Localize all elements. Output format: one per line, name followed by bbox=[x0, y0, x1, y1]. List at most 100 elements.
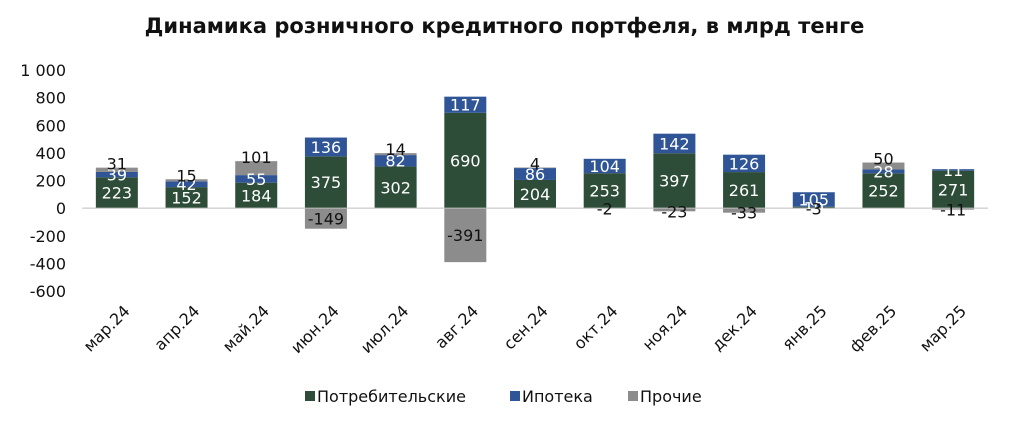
x-tick-label: дек.24 bbox=[708, 301, 761, 354]
data-label: 82 bbox=[385, 152, 405, 171]
data-label: 302 bbox=[380, 178, 411, 197]
bar-авг.24-mortgage bbox=[444, 96, 487, 113]
x-tick-label: май.24 bbox=[219, 301, 273, 355]
data-label: 252 bbox=[868, 182, 899, 201]
data-label: 690 bbox=[450, 151, 481, 170]
x-tick-label: июн.24 bbox=[287, 301, 343, 357]
bar-июн.24-other bbox=[304, 208, 347, 229]
bar-сен.24-consumer bbox=[514, 179, 556, 209]
bar-дек.24-consumer bbox=[723, 172, 766, 209]
x-tick-label: янв.25 bbox=[778, 301, 830, 353]
data-label: -391 bbox=[447, 226, 483, 245]
bar-авг.24-other bbox=[444, 208, 487, 263]
data-label: 136 bbox=[311, 138, 342, 157]
data-label: 31 bbox=[107, 155, 127, 174]
data-label: 142 bbox=[659, 134, 690, 153]
bar-дек.24-other bbox=[723, 208, 766, 213]
y-tick-label: 800 bbox=[35, 89, 66, 108]
y-tick-label: 1 000 bbox=[20, 61, 66, 80]
x-tick-label: фев.25 bbox=[846, 301, 901, 356]
bar-мар.25-mortgage bbox=[932, 169, 975, 171]
bar-апр.24-mortgage bbox=[165, 181, 208, 188]
bar-июл.24-mortgage bbox=[374, 155, 417, 167]
bar-мар.25-other bbox=[932, 208, 975, 210]
data-label: 15 bbox=[176, 166, 196, 185]
data-label: 117 bbox=[450, 96, 481, 115]
data-label: 253 bbox=[589, 182, 620, 201]
data-label: 50 bbox=[873, 150, 893, 169]
data-label: -11 bbox=[940, 201, 966, 220]
bar-июл.24-consumer bbox=[374, 166, 417, 209]
bar-ноя.24-other bbox=[653, 208, 696, 212]
bar-июн.24-consumer bbox=[304, 156, 347, 209]
data-label: -3 bbox=[806, 200, 822, 219]
data-label: -33 bbox=[731, 204, 757, 223]
data-label: 152 bbox=[171, 189, 202, 208]
x-tick-label: июл.24 bbox=[357, 301, 413, 357]
legend-label: Ипотека bbox=[522, 387, 593, 406]
data-label: 271 bbox=[938, 180, 969, 199]
legend-swatch bbox=[628, 391, 638, 401]
legend: Потребительские Ипотека Прочие bbox=[305, 387, 702, 406]
x-tick-label: апр.24 bbox=[150, 301, 203, 354]
bar-янв.25-consumer bbox=[792, 206, 835, 209]
y-tick-label: 200 bbox=[35, 172, 66, 191]
data-label: -149 bbox=[308, 209, 344, 228]
bar-апр.24-other bbox=[165, 179, 208, 182]
y-tick-label: -400 bbox=[30, 254, 66, 273]
legend-swatch bbox=[510, 391, 520, 401]
bar-мар.25-consumer bbox=[932, 170, 975, 209]
bar-июл.24-other bbox=[374, 153, 417, 156]
x-tick-label: авг.24 bbox=[431, 301, 482, 352]
bar-июн.24-mortgage bbox=[304, 137, 347, 157]
y-tick-label: 600 bbox=[35, 116, 66, 135]
data-label: 261 bbox=[729, 181, 760, 200]
data-label: 39 bbox=[107, 166, 127, 185]
bar-май.24-mortgage bbox=[235, 175, 278, 183]
data-label: -2 bbox=[597, 199, 613, 218]
data-label: 126 bbox=[729, 154, 760, 173]
data-label: 42 bbox=[176, 175, 196, 194]
bar-сен.24-mortgage bbox=[514, 168, 556, 180]
data-label: 105 bbox=[798, 190, 829, 209]
data-label: 11 bbox=[943, 161, 963, 180]
bar-сен.24-other bbox=[514, 167, 556, 169]
data-label: 28 bbox=[873, 162, 893, 181]
bar-янв.25-mortgage bbox=[792, 192, 835, 207]
data-label: 104 bbox=[589, 157, 620, 176]
data-label: 223 bbox=[102, 184, 133, 203]
x-tick-label: ноя.24 bbox=[639, 301, 692, 354]
bar-окт.24-mortgage bbox=[583, 158, 626, 174]
data-label: 86 bbox=[525, 165, 545, 184]
bar-фев.25-other bbox=[862, 162, 905, 170]
data-label: 101 bbox=[241, 148, 272, 167]
data-label: 4 bbox=[530, 155, 540, 174]
legend-label: Прочие bbox=[640, 387, 702, 406]
bar-мар.24-consumer bbox=[95, 177, 138, 209]
bar-апр.24-consumer bbox=[165, 187, 208, 209]
bar-окт.24-consumer bbox=[583, 173, 626, 209]
legend-label: Потребительские bbox=[317, 387, 466, 406]
bar-май.24-consumer bbox=[235, 182, 278, 209]
bars-group bbox=[95, 96, 975, 263]
bar-фев.25-mortgage bbox=[862, 169, 905, 174]
y-tick-label: 0 bbox=[56, 199, 66, 218]
bar-фев.25-consumer bbox=[862, 173, 905, 209]
data-label: 184 bbox=[241, 186, 272, 205]
bar-ноя.24-mortgage bbox=[653, 133, 696, 154]
bar-май.24-other bbox=[235, 161, 278, 176]
bar-авг.24-consumer bbox=[444, 112, 487, 209]
data-label: 375 bbox=[311, 173, 342, 192]
data-label: -23 bbox=[661, 202, 687, 221]
data-label: 55 bbox=[246, 170, 266, 189]
y-tick-label: -600 bbox=[30, 282, 66, 301]
x-tick-label: окт.24 bbox=[570, 301, 622, 353]
bar-дек.24-mortgage bbox=[723, 154, 766, 173]
bar-мар.24-mortgage bbox=[95, 171, 138, 178]
y-tick-label: -200 bbox=[30, 227, 66, 246]
x-tick-label: мар.25 bbox=[916, 301, 970, 355]
data-label: 14 bbox=[385, 140, 405, 159]
bar-ноя.24-consumer bbox=[653, 153, 696, 209]
